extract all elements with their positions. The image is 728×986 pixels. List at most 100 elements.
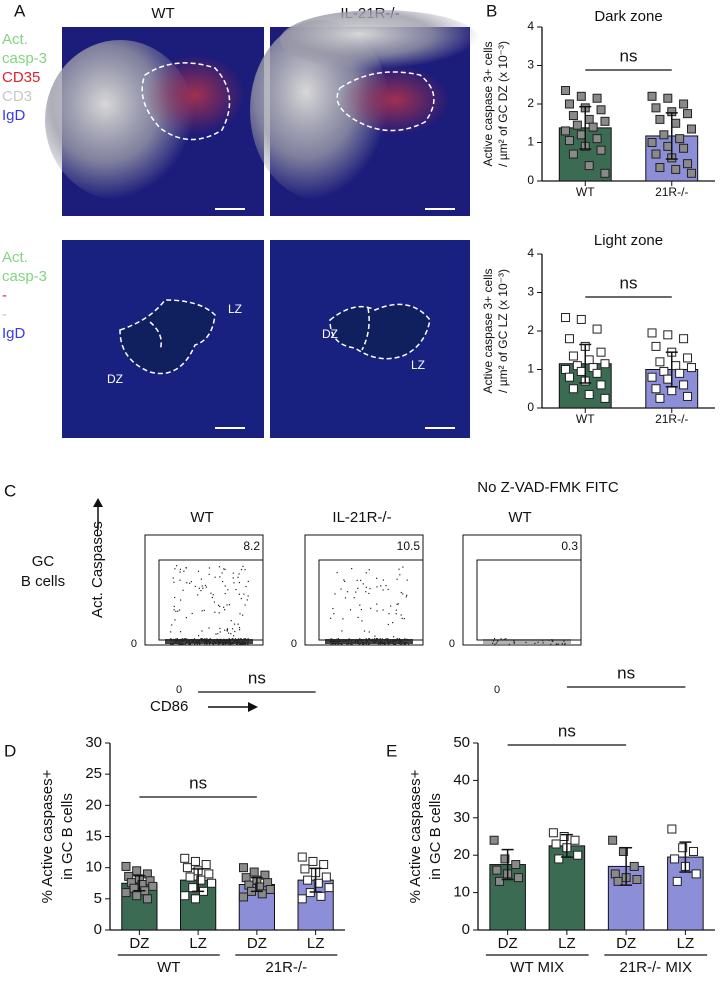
event-dot [368,592,370,595]
event-dot [174,619,176,621]
data-point [576,314,586,324]
data-point [297,894,307,904]
event-dot [208,627,210,629]
event-dot [181,643,184,645]
event-dot [200,638,202,640]
data-point [679,334,689,344]
data-point [207,878,217,888]
data-point [182,863,192,873]
event-dot [333,613,335,615]
data-point [592,93,602,103]
data-point [180,891,190,901]
data-point [185,872,195,882]
event-dot [357,616,359,619]
data-point [564,334,574,344]
legend-entry: - [2,306,7,323]
event-dot [503,639,505,641]
y-tick-label: 30 [453,809,470,826]
event-dot [219,631,221,633]
x-tick-label: LZ [307,935,325,952]
data-point [568,351,578,361]
event-dot [492,640,495,642]
x-tick-label: LZ [189,935,207,952]
data-point [121,888,131,898]
event-dot [550,643,552,645]
event-dot [219,605,221,608]
event-dot [388,612,390,615]
event-dot [178,643,180,645]
data-point [561,86,571,96]
event-dot [387,588,389,590]
legend-entry: casp-3 [2,268,47,285]
zone-label: DZ [322,327,338,341]
event-dot [342,618,344,620]
y-tick-label: 3 [527,285,534,299]
data-point [678,843,688,853]
event-dot [180,643,182,645]
group-label: 21R-/- MIX [619,959,692,976]
data-point [663,374,673,384]
micrograph [62,240,264,438]
legend-entry: casp-3 [2,50,47,67]
event-dot [238,593,241,595]
event-dot [179,631,182,633]
data-point [671,118,681,128]
event-dot [184,638,186,640]
event-dot [396,638,398,640]
panel-letter: D [4,741,16,760]
column-label: WT [151,5,174,22]
data-point [573,850,583,860]
event-dot [240,597,242,600]
data-point [303,875,313,885]
event-dot [564,643,566,645]
event-dot [365,643,368,646]
y-axis-label: % Active caspases+ [407,769,424,903]
data-point [132,891,142,901]
event-dot [231,628,234,630]
event-dot [172,577,174,579]
x-tick-label: DZ [498,935,518,952]
legend-entry: CD3 [2,88,32,105]
event-dot [228,632,230,634]
event-dot [361,620,363,622]
event-dot [191,612,193,615]
event-dot [240,643,242,645]
event-dot [231,638,233,640]
data-point [300,864,310,874]
significance-label: ns [620,273,638,292]
event-dot [186,582,188,584]
column-label: WT [190,509,213,526]
event-dot [497,640,499,642]
event-dot [382,609,384,611]
data-point [564,372,574,382]
event-dot [201,630,203,632]
event-dot [404,638,406,640]
event-dot [223,568,225,570]
data-point [688,846,698,856]
legend-entry: Act. [2,249,28,266]
event-dot [185,638,187,640]
data-point [489,835,499,845]
event-band [165,639,253,644]
event-dot [233,582,235,584]
event-dot [343,579,345,581]
event-dot [376,603,378,605]
event-dot [355,591,357,593]
data-point [663,330,673,340]
data-point [588,122,598,132]
event-dot [171,624,173,626]
event-dot [400,614,402,616]
y-axis-label: % Active caspases+ [39,769,56,903]
y-tick-label: 10 [453,884,470,901]
event-dot [230,633,232,635]
event-dot [390,605,392,607]
event-dot [243,638,245,640]
event-dot [341,643,343,645]
event-dot [361,643,364,645]
data-point [671,164,681,174]
event-dot [217,633,219,635]
event-dot [224,585,226,587]
event-dot [376,638,378,640]
event-dot [367,643,370,645]
data-point [647,328,657,338]
